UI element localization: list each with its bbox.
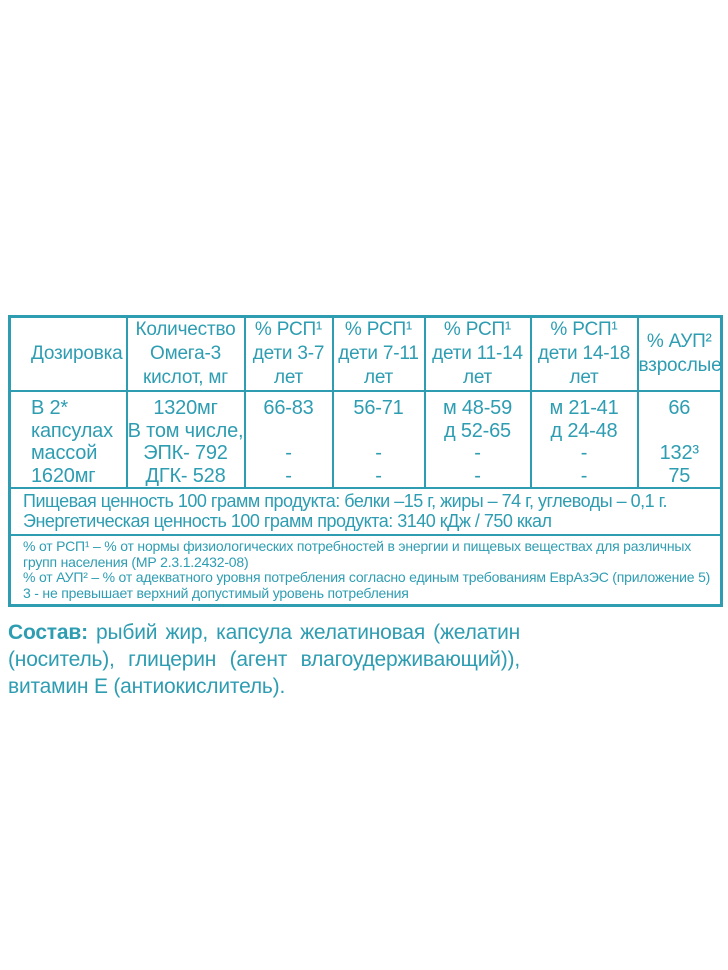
cell-omega-amount: 1320мг В том числе, ЭПК- 792 ДГК- 528	[125, 390, 246, 489]
footnotes-row: % от РСП¹ – % от нормы физиологических п…	[8, 534, 723, 607]
col-header-rsp-children-3-7: % РСП¹ дети 3-7 лет	[243, 315, 334, 392]
col-header-rsp-children-7-11: % РСП¹ дети 7-11 лет	[331, 315, 426, 392]
dosage-table: Дозировка Количество Омега-3 кислот, мг …	[8, 315, 723, 607]
nutrition-value-text: Пищевая ценность 100 грамм продукта: бел…	[8, 487, 723, 536]
footnotes-text: % от РСП¹ – % от нормы физиологических п…	[8, 534, 723, 607]
col-header-rsp-children-14-18: % РСП¹ дети 14-18 лет	[529, 315, 639, 392]
col-header-dosage: Дозировка	[8, 315, 128, 392]
col-header-aup-adults: % АУП² взрослые	[636, 315, 723, 392]
cell-rsp-11-14: м 48-59 д 52-65 - -	[423, 390, 532, 489]
cell-dosage: В 2* капсулах массой 1620мг	[8, 390, 128, 489]
cell-rsp-3-7: 66-83 - -	[243, 390, 334, 489]
composition-label: Состав:	[8, 621, 88, 644]
composition-paragraph: Состав: рыбий жир, капсула желатиновая (…	[8, 619, 520, 700]
col-header-omega-amount: Количество Омега-3 кислот, мг	[125, 315, 246, 392]
dosage-table-header-row: Дозировка Количество Омега-3 кислот, мг …	[8, 315, 723, 392]
composition-text: рыбий жир, капсула желатиновая (желатин …	[8, 621, 520, 698]
dosage-table-body-row: В 2* капсулах массой 1620мг 1320мг В том…	[8, 390, 723, 489]
cell-rsp-14-18: м 21-41 д 24-48 - -	[529, 390, 639, 489]
cell-aup-adults: 66 132³ 75	[636, 390, 723, 489]
cell-rsp-7-11: 56-71 - -	[331, 390, 426, 489]
nutrition-value-row: Пищевая ценность 100 грамм продукта: бел…	[8, 487, 723, 536]
col-header-rsp-children-11-14: % РСП¹ дети 11-14 лет	[423, 315, 532, 392]
